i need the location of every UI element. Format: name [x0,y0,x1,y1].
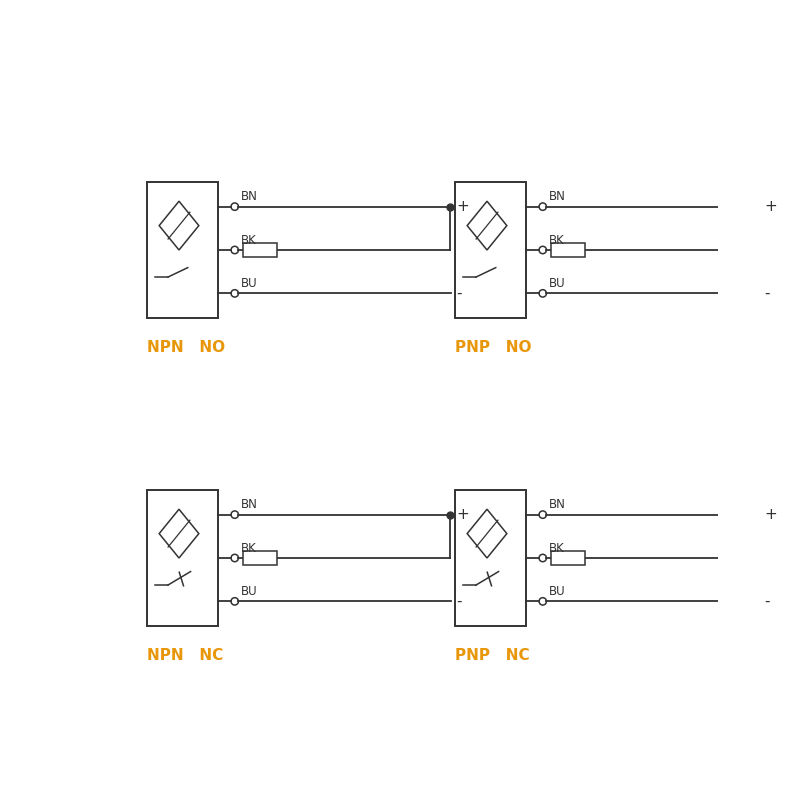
Text: -: - [456,594,462,609]
Bar [146,182,218,318]
Text: BU: BU [549,278,566,290]
Bar [454,182,526,318]
Text: PNP   NO: PNP NO [454,340,531,354]
Text: BN: BN [241,498,258,511]
Text: +: + [456,199,469,214]
Text: BK: BK [549,542,565,555]
Bar [551,243,586,257]
Text: BU: BU [241,278,258,290]
Bar [454,490,526,626]
Text: -: - [764,286,770,301]
Text: -: - [456,286,462,301]
Text: +: + [456,507,469,522]
Text: PNP   NC: PNP NC [454,648,530,662]
Text: -: - [764,594,770,609]
Bar [243,243,278,257]
Text: NPN   NC: NPN NC [146,648,223,662]
Text: NPN   NO: NPN NO [146,340,225,354]
Text: BU: BU [241,586,258,598]
Bar [551,551,586,565]
Text: BN: BN [241,190,258,203]
Bar [146,490,218,626]
Bar [243,551,278,565]
Text: BN: BN [549,190,566,203]
Text: BU: BU [549,586,566,598]
Text: BK: BK [241,234,257,247]
Text: +: + [764,199,777,214]
Text: BK: BK [241,542,257,555]
Text: BN: BN [549,498,566,511]
Text: +: + [764,507,777,522]
Text: BK: BK [549,234,565,247]
